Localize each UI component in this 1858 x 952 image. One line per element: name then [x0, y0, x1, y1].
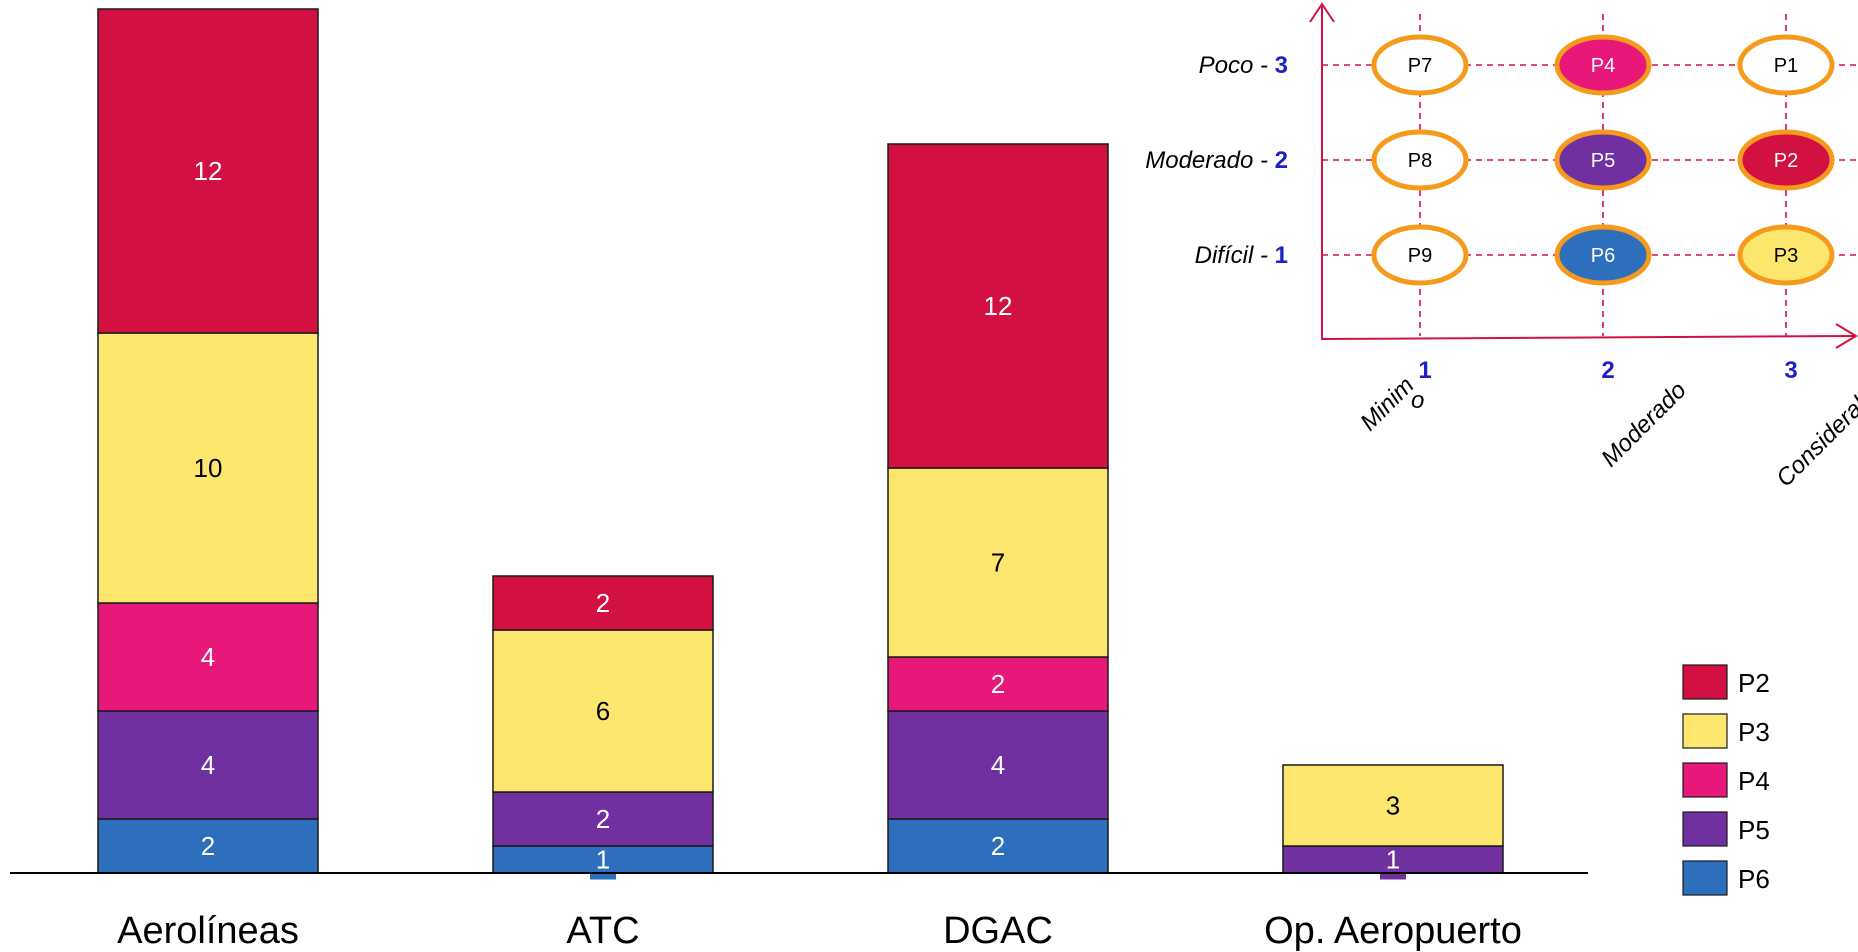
matrix-cell-label: P5 [1591, 150, 1615, 172]
legend-swatch [1682, 860, 1728, 896]
x-axis [1321, 335, 1855, 340]
col-number: 1 [1418, 357, 1431, 384]
bar-segment [1282, 764, 1504, 847]
bar-segment [887, 656, 1109, 712]
bar-stack-1: 1 2 6 2 [492, 575, 714, 880]
matrix-cell-label: P1 [1774, 55, 1798, 77]
bar-segment [887, 143, 1109, 469]
matrix-cell [1554, 34, 1652, 96]
legend-swatch [1682, 811, 1728, 847]
bar-segment [97, 332, 319, 604]
col-number: 2 [1601, 357, 1614, 384]
data-label: 12 [984, 291, 1013, 321]
data-label: 2 [596, 588, 610, 618]
matrix-cell [1737, 34, 1835, 96]
legend: P2 P3 P4 P5 P6 [1682, 664, 1770, 896]
data-label: 4 [201, 642, 215, 672]
data-label: 12 [194, 156, 223, 186]
legend-swatch [1682, 713, 1728, 749]
matrix-cell-label: P7 [1408, 55, 1432, 77]
bar-segment [97, 8, 319, 334]
col-label: Considerable [1771, 373, 1858, 492]
bar-segment [492, 575, 714, 631]
legend-label: P4 [1738, 766, 1770, 796]
matrix-cell-label: P2 [1774, 150, 1798, 172]
category-label: ATC [566, 910, 639, 952]
y-axis-arrow [1309, 2, 1335, 23]
matrix-cell [1737, 129, 1835, 191]
matrix-cell [1371, 129, 1469, 191]
col-number: 3 [1784, 357, 1797, 384]
bar-segment [97, 710, 319, 820]
bar-segment [887, 710, 1109, 820]
matrix-cell [1371, 224, 1469, 286]
row-label: Moderado - 2 [1145, 147, 1288, 174]
matrix-cell-label: P4 [1591, 55, 1615, 77]
data-label: 2 [991, 831, 1005, 861]
category-label: DGAC [943, 910, 1053, 952]
category-label: Aerolíneas [117, 910, 299, 952]
legend-swatch [1682, 762, 1728, 798]
data-label: 4 [991, 750, 1005, 780]
legend-label: P2 [1738, 668, 1770, 698]
bar-segment [887, 467, 1109, 658]
bar-segment [492, 791, 714, 847]
col-label: Moderado [1596, 377, 1692, 473]
col-label-suffix: o [1411, 387, 1424, 414]
matrix-cell [1554, 224, 1652, 286]
row-label: Poco - 3 [1199, 52, 1288, 79]
data-label: 6 [596, 696, 610, 726]
col-label: Minim [1355, 372, 1419, 436]
data-label: 7 [991, 548, 1005, 578]
matrix-cell [1737, 224, 1835, 286]
legend-label: P6 [1738, 864, 1770, 894]
matrix-cell-label: P3 [1774, 245, 1798, 267]
bar-stack-2: 2 4 2 7 12 [887, 143, 1109, 874]
row-label: Difícil - 1 [1195, 242, 1288, 269]
data-label: 1 [1386, 845, 1400, 875]
data-label: 3 [1386, 791, 1400, 821]
data-label-bg [1380, 847, 1406, 880]
legend-swatch [1682, 664, 1728, 700]
matrix-cell-label: P8 [1408, 150, 1432, 172]
data-label-bg [590, 847, 616, 880]
bar-segment [492, 629, 714, 793]
matrix-cell [1554, 129, 1652, 191]
bar-stack-0: 2 4 4 10 12 [97, 8, 319, 874]
category-label: Op. Aeropuerto [1264, 910, 1522, 952]
matrix-cell [1371, 34, 1469, 96]
data-label: 1 [596, 845, 610, 875]
priority-matrix: P7 P4 P1 P8 P5 P2 P9 P6 P3 Poco - 3 Moderado - 2 Di… [1145, 2, 1858, 492]
data-label: 2 [596, 804, 610, 834]
data-label: 4 [201, 750, 215, 780]
data-label: 10 [194, 453, 223, 483]
data-label: 2 [991, 669, 1005, 699]
matrix-cell-label: P9 [1408, 245, 1432, 267]
data-label: 2 [201, 831, 215, 861]
legend-label: P5 [1738, 815, 1770, 845]
bar-stack-3: 13 [1282, 764, 1504, 880]
bar-segment [97, 818, 319, 874]
legend-label: P3 [1738, 717, 1770, 747]
x-axis-arrow [1835, 323, 1858, 349]
matrix-cell-label: P6 [1591, 245, 1615, 267]
